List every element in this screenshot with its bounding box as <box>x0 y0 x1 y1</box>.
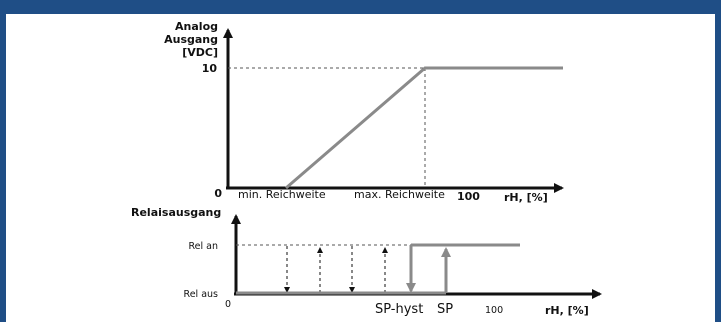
bottom-x-tick-100: 100 <box>485 305 503 316</box>
top-y-title-line1: Analog <box>175 20 218 33</box>
top-x-min-label: min. Reichweite <box>238 188 326 201</box>
relay-output-chart: Relaisausgang Rel an Rel aus 0 SP-hyst S… <box>131 206 602 317</box>
top-y-tick-10: 10 <box>202 62 218 75</box>
bottom-origin-label: 0 <box>225 299 231 310</box>
analog-output-curve <box>285 66 563 190</box>
sp-label: SP <box>437 302 453 317</box>
top-x-tick-100: 100 <box>457 190 480 203</box>
top-y-title-line3: [VDC] <box>182 46 218 59</box>
top-x-max-label: max. Reichweite <box>354 188 445 201</box>
rel-an-label: Rel an <box>188 241 218 252</box>
relay-title: Relaisausgang <box>131 206 221 219</box>
top-y-title-line2: Ausgang <box>164 33 218 46</box>
top-origin-label: 0 <box>214 187 222 200</box>
rel-aus-label: Rel aus <box>184 289 219 300</box>
sp-hyst-label: SP-hyst <box>375 302 423 317</box>
bottom-x-axis-title: rH, [%] <box>545 304 589 317</box>
analog-output-chart: Analog Ausgang [VDC] 10 0 min. Reichweit… <box>164 20 564 204</box>
top-x-axis-title: rH, [%] <box>504 191 548 204</box>
